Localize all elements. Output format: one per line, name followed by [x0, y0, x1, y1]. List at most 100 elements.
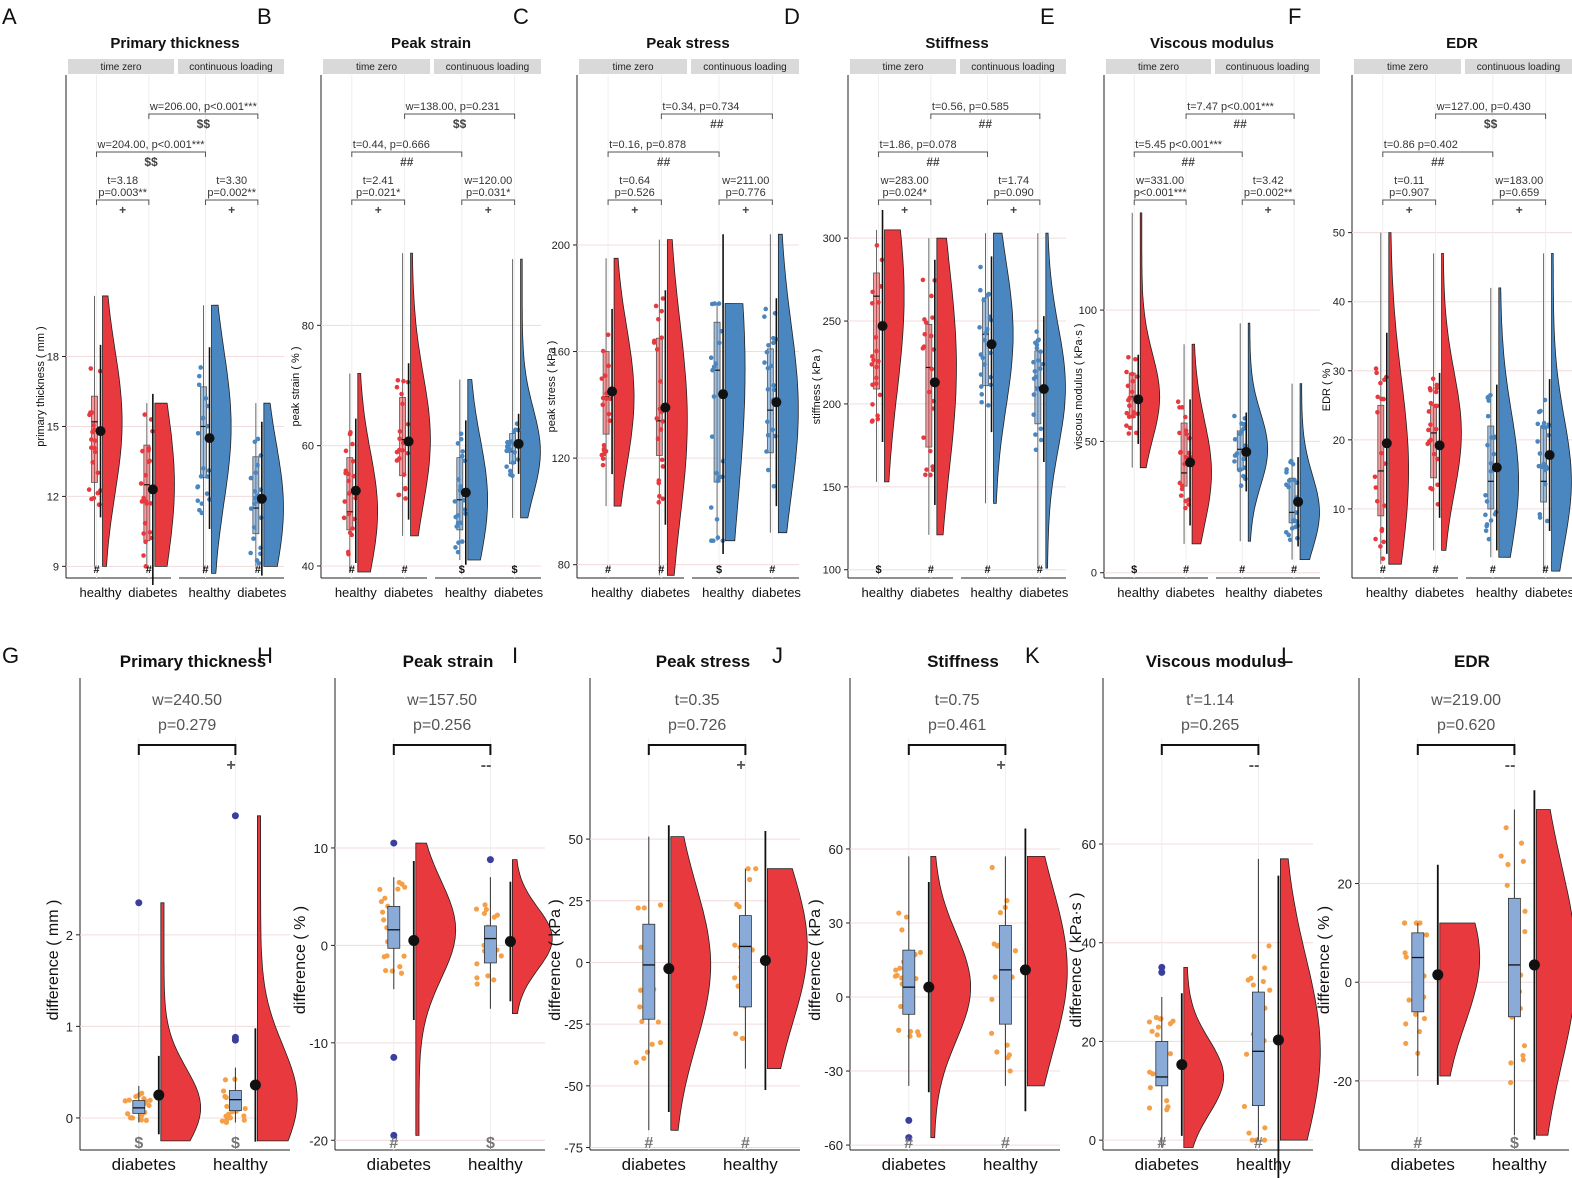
significance-bracket: w=211.00p=0.776 + [718, 175, 773, 217]
data-point [89, 437, 94, 442]
density-half-violin [777, 233, 799, 534]
data-point [710, 367, 715, 373]
data-point [765, 365, 771, 371]
y-tick-label: 40 [302, 561, 314, 573]
data-point [224, 1103, 230, 1110]
bracket-line [607, 199, 662, 205]
data-point [402, 485, 408, 491]
bracket-stat: w=120.00 [463, 175, 512, 187]
normality-marker: # [1001, 1135, 1010, 1152]
data-point [655, 436, 661, 442]
data-point [1261, 1137, 1268, 1143]
group-healthy: # healthy [591, 257, 635, 600]
panel-title: Primary thickness [110, 35, 239, 52]
data-point [1149, 1028, 1155, 1034]
facet-strip-label: time zero [612, 62, 654, 73]
data-point [762, 360, 767, 365]
data-point [1498, 853, 1504, 859]
normality-marker: # [741, 1135, 750, 1152]
data-point [709, 434, 715, 439]
normality-marker: # [202, 564, 208, 576]
outlier-point [390, 1131, 398, 1139]
facet-strip-label: time zero [356, 62, 398, 73]
x-tick-label: healthy [983, 1155, 1038, 1174]
bracket-line [718, 199, 773, 205]
significance-bracket [1160, 744, 1260, 755]
bracket-symbol: + [228, 203, 235, 217]
bracket-symbol: $$ [453, 117, 467, 131]
density-half-violin [1139, 212, 1161, 469]
p-value: p=0.279 [158, 717, 216, 734]
data-point [460, 539, 465, 544]
y-axis-label: difference ( mm ) [45, 900, 62, 1021]
data-point [1147, 1085, 1153, 1091]
data-point [203, 396, 209, 401]
data-point [1484, 522, 1490, 527]
normality-marker: $ [459, 564, 465, 576]
data-point [474, 961, 480, 967]
box [399, 397, 407, 477]
x-tick-label: healthy [1117, 585, 1159, 600]
y-tick-label: 0 [1091, 568, 1097, 580]
data-point [1508, 1060, 1514, 1066]
data-point [599, 452, 605, 458]
group-diabetes: # diabetes [882, 855, 971, 1174]
data-point [343, 468, 349, 474]
bracket-stat: w=206.00, p<0.001*** [149, 101, 258, 113]
data-point [896, 1027, 902, 1033]
data-point [139, 499, 145, 504]
density-half-violin [936, 237, 957, 536]
test-statistic: w=240.50 [151, 692, 222, 709]
data-point [1542, 467, 1548, 473]
bracket-symbol: ## [1431, 155, 1445, 169]
bracket-stat: p=0.776 [726, 187, 766, 199]
panel-letter: G [2, 643, 19, 668]
data-point [1126, 414, 1132, 420]
data-point [1372, 474, 1378, 480]
data-point [930, 464, 935, 469]
data-point [1167, 1051, 1174, 1057]
box [1377, 404, 1385, 517]
data-point [920, 277, 926, 283]
density-half-violin [211, 304, 232, 574]
group-diabetes: # diabetes [1391, 864, 1481, 1174]
data-point [1426, 409, 1432, 414]
y-tick-label: 60 [829, 842, 843, 857]
data-point [220, 1088, 227, 1094]
normality-marker: # [146, 564, 152, 576]
bracket-stat: w=331.00 [1135, 175, 1184, 187]
data-point [205, 423, 210, 429]
data-point [255, 462, 260, 468]
data-point [1423, 932, 1430, 938]
data-point [660, 496, 666, 502]
data-point [1536, 463, 1542, 469]
data-point [1165, 1104, 1171, 1110]
data-point [641, 905, 647, 911]
data-point [125, 1111, 131, 1117]
panel-title: Primary thickness [120, 652, 266, 671]
data-point [732, 942, 738, 948]
data-point [644, 1049, 651, 1055]
facet-strip [691, 59, 799, 74]
panel-title: Viscous modulus [1150, 35, 1274, 52]
data-point [733, 1031, 739, 1037]
data-point [870, 289, 875, 295]
y-tick-label: 50 [1333, 228, 1345, 240]
group-healthy: # healthy [1476, 287, 1519, 600]
x-tick-label: diabetes [1019, 585, 1069, 600]
bracket-stat: w=204.00, p<0.001*** [97, 139, 206, 151]
data-point [1381, 539, 1387, 545]
data-point [641, 1055, 647, 1061]
data-point [633, 1059, 639, 1066]
data-point [1483, 528, 1489, 534]
box [713, 321, 721, 483]
data-point [383, 967, 389, 974]
data-point [92, 438, 98, 444]
data-point [989, 996, 995, 1003]
mean-point [607, 386, 618, 397]
data-point [1373, 536, 1378, 542]
mean-point [249, 1079, 261, 1091]
bracket-symbol: ## [926, 155, 940, 169]
data-point [1485, 413, 1491, 419]
density-half-violin [520, 258, 541, 519]
